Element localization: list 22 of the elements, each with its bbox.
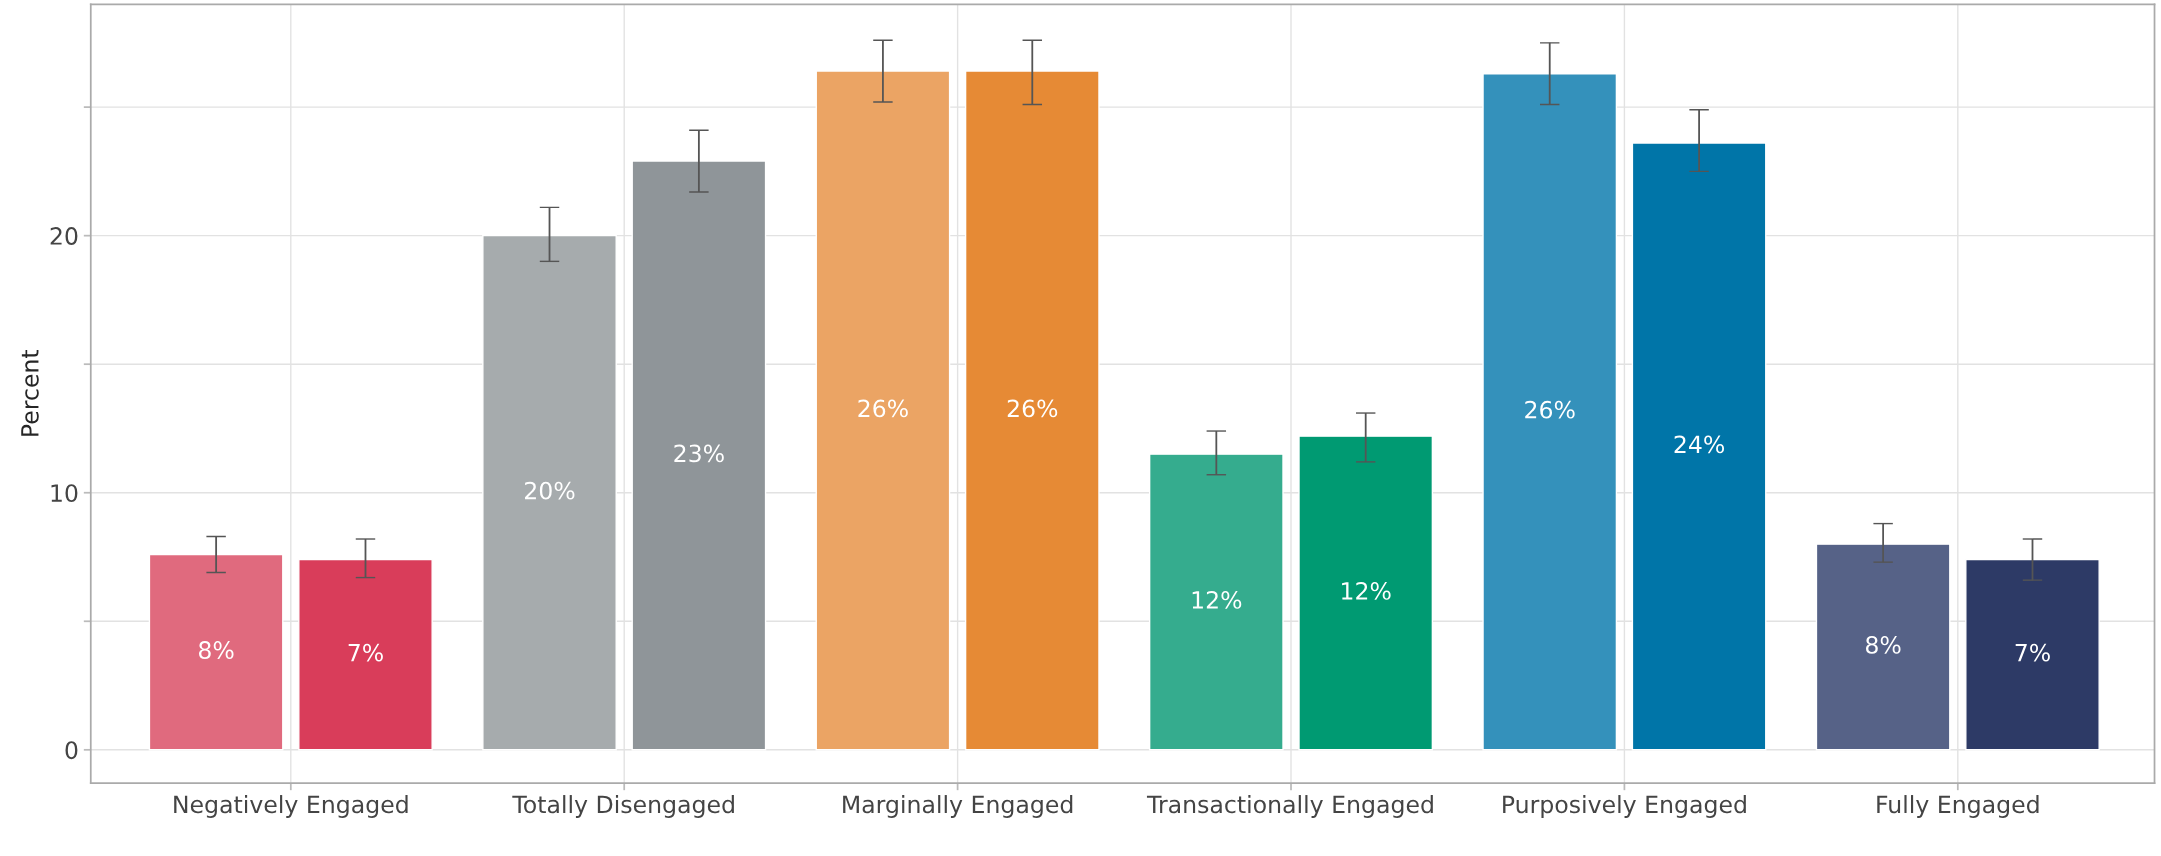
data-label: 7% [348,643,383,662]
data-label: 7% [2015,643,2050,662]
data-label: 20% [525,481,575,500]
data-label: 8% [198,641,234,659]
x-tick-label: Marginally Engaged [843,795,1073,818]
y-axis-title: Percent [21,349,39,436]
data-label: 23% [674,444,724,463]
data-label: 26% [1007,399,1058,418]
data-label: 26% [858,399,908,418]
data-label: 8% [1866,635,1901,654]
x-tick-label: Negatively Engaged [174,795,408,818]
x-tick-label: Transactionally Engaged [1146,795,1433,818]
x-tick-label: Purposively Engaged [1503,795,1746,818]
data-label: 24% [1674,435,1725,454]
x-tick-label: Fully Engaged [1877,795,2039,818]
data-label: 12% [1342,581,1391,600]
y-tick-label: 10 [51,484,78,503]
y-tick-label: 0 [65,741,78,760]
data-label: 26% [1525,400,1575,419]
data-label: 12% [1192,590,1242,609]
y-tick-label: 20 [50,227,78,245]
x-tick-label: Totally Disengaged [512,795,734,818]
